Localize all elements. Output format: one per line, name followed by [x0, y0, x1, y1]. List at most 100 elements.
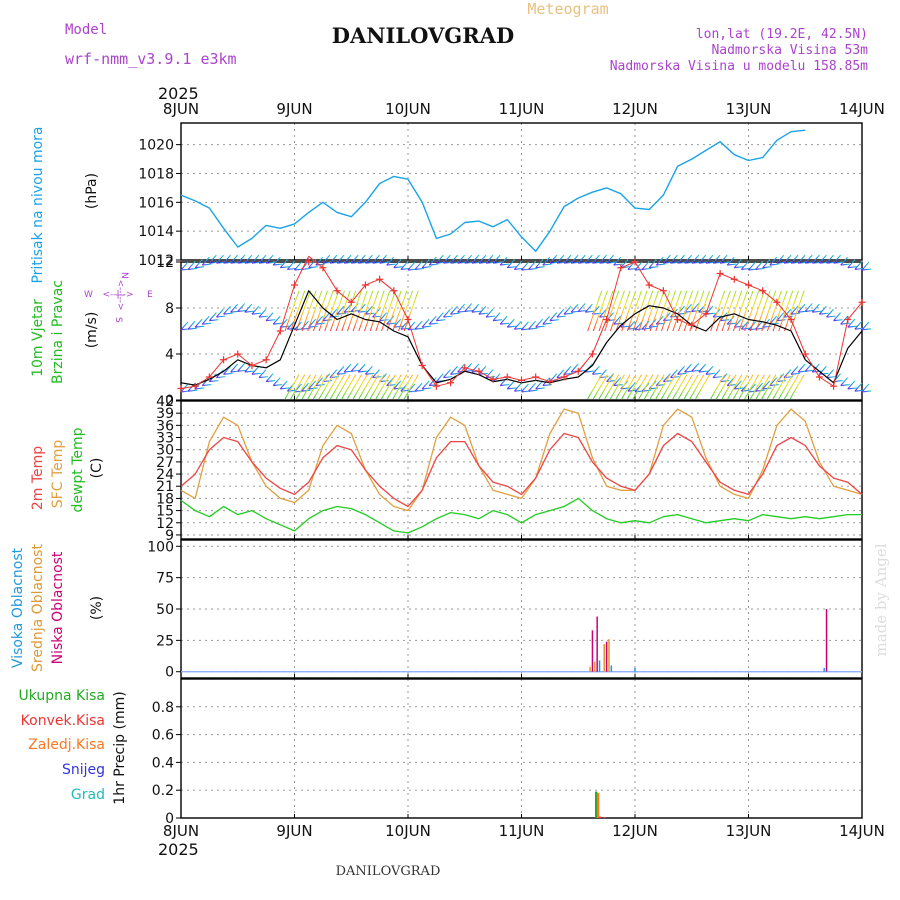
wind-barb	[528, 261, 537, 270]
wind-hatch-lower	[369, 374, 385, 400]
temperature-panel: 2m Temp SFC Temp dewpt Temp (C)	[30, 427, 105, 512]
pressure-unit: (hPa)	[84, 173, 100, 209]
wind-barb	[684, 254, 693, 264]
wind-barb-tail	[485, 315, 496, 318]
wind-hatch-upper	[329, 290, 345, 332]
pressure-ytick-label: 1014	[138, 224, 174, 240]
wind-barb	[506, 318, 515, 328]
direction-n: N	[119, 272, 129, 279]
wind-barb	[450, 254, 458, 264]
wind-barb	[244, 303, 253, 313]
wind-barb-tail	[301, 267, 311, 270]
wind-barb-tail	[244, 370, 254, 373]
wind-hatch-upper	[649, 290, 665, 332]
wind-barb	[570, 254, 579, 264]
wind-barb-tail	[691, 309, 701, 312]
wind-barb-tail	[585, 370, 595, 373]
wind-barb	[535, 318, 544, 328]
wind-barb	[577, 254, 586, 264]
wind-unit: (m/s)	[84, 312, 100, 349]
wind-barb-tail	[258, 315, 269, 318]
gust-marker	[603, 316, 611, 323]
wind-hatch-lower	[621, 374, 637, 400]
gust-marker	[376, 275, 384, 283]
wind-ylabel-sub: Brzina i Pravac	[50, 280, 66, 384]
wind-barb	[705, 305, 714, 315]
wind-barb	[783, 254, 792, 264]
wind-barb	[357, 254, 366, 264]
wind-barb-tail	[507, 325, 517, 328]
wind-barb	[542, 377, 551, 386]
top-x-tick-label: 8JUN	[163, 100, 199, 118]
precip-ytick-label: 0.6	[152, 728, 174, 744]
wind-barb	[379, 312, 388, 322]
wind-barb	[755, 382, 764, 392]
wind-barb-tail	[819, 312, 829, 315]
wind-barb	[854, 382, 863, 392]
wind-barb	[435, 312, 444, 322]
wind-barb-tail	[386, 263, 396, 266]
wind-barb-tail	[762, 325, 772, 328]
wind-barb-tail	[528, 327, 538, 330]
gust-marker	[404, 316, 412, 323]
precip-bar	[596, 792, 600, 818]
wind-barb	[435, 254, 444, 264]
wind-barb	[322, 312, 331, 322]
wind-barb	[556, 369, 565, 379]
panel-grids: 1012101410161018102004812912151821242730…	[138, 122, 863, 827]
wind-hatch-upper	[772, 290, 788, 332]
wind-hatch-upper	[284, 290, 300, 332]
wind-barb-tail	[337, 312, 347, 315]
wind-barb	[790, 365, 799, 375]
gust-marker	[418, 362, 426, 369]
wind-hatch-upper	[403, 290, 419, 332]
wind-barb	[244, 254, 253, 264]
gust-marker	[688, 321, 696, 329]
direction-wind-arrows: <--|-->	[102, 290, 133, 300]
wind-barb	[840, 315, 849, 325]
wind-barb	[187, 320, 196, 330]
wind-hatch-lower	[666, 374, 682, 400]
wind-barb-tail	[840, 322, 850, 325]
wind-barb	[450, 305, 458, 315]
gust-marker	[276, 327, 284, 335]
wind-barb	[655, 256, 664, 266]
wind-barb-tail	[514, 389, 524, 392]
wind-barb	[393, 259, 402, 269]
wind-barb-tail	[585, 310, 595, 313]
wind-hatch-upper	[604, 290, 620, 332]
direction-w: W	[84, 290, 93, 300]
wind-barb	[563, 254, 572, 264]
wind-barb	[783, 308, 792, 318]
gust-marker	[390, 287, 398, 295]
precip-ytick-label: 0	[165, 811, 174, 827]
meteogram-label: Meteogram	[527, 0, 608, 18]
wind-barb	[790, 305, 799, 315]
gust-marker	[333, 287, 341, 295]
wind-barb	[265, 312, 274, 322]
wind-barb-tail	[840, 263, 850, 266]
bottom-x-tick-label: 12JUN	[612, 822, 658, 840]
wind-barb	[428, 315, 437, 325]
wind-barb-tail	[443, 376, 453, 379]
wind-barb	[776, 312, 785, 322]
wind-barb	[194, 259, 203, 269]
wind-barb-tail	[415, 327, 425, 330]
wind-barb	[733, 380, 742, 390]
wind-barb	[421, 380, 430, 390]
wind-barb	[336, 365, 345, 375]
gust-marker	[220, 356, 228, 364]
wind-barb-tail	[202, 263, 212, 266]
direction-e: E	[147, 290, 153, 300]
wind-hatch-upper	[638, 290, 654, 332]
wind-hatch-lower	[738, 374, 754, 400]
wind-hatch-lower	[732, 374, 748, 400]
gust-marker	[759, 287, 767, 295]
wind-barb-tail	[422, 266, 432, 269]
wind-barb	[549, 312, 558, 322]
cloud-unit: (%)	[89, 596, 105, 620]
wind-barb-tail	[251, 312, 261, 315]
wind-barb-tail	[436, 319, 446, 322]
wind-hatch-lower	[655, 374, 671, 400]
wind-hatch-upper	[678, 290, 693, 332]
